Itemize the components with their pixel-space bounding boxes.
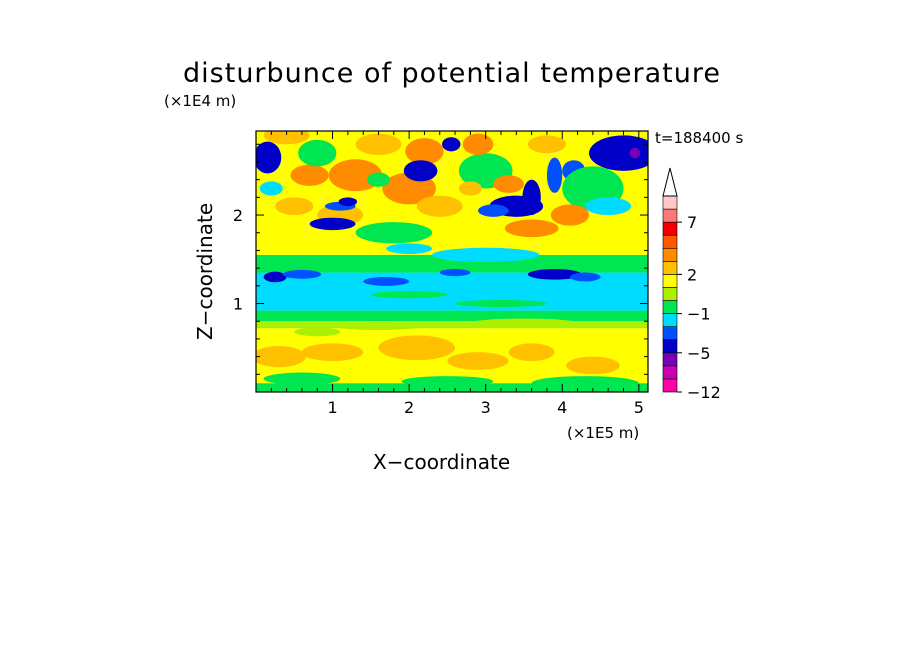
field-cell [493, 175, 524, 193]
field-cell [363, 276, 410, 286]
field-cell [585, 197, 632, 216]
field-cell [332, 321, 425, 331]
field-cell [259, 181, 283, 196]
field-cell [370, 291, 448, 299]
field-cell [403, 160, 438, 182]
x-axis: 1 2 3 4 5 [270, 131, 644, 417]
field-cell [401, 376, 494, 387]
colorbar-extend-arrow [662, 167, 678, 197]
colorbar-swatch [662, 221, 678, 236]
field-cell [256, 345, 306, 368]
colorbar: 7 2 −1 −5 −12 [662, 167, 721, 402]
colorbar-swatch [662, 208, 678, 223]
field-cell [405, 138, 444, 165]
field-cell [522, 179, 541, 216]
field-band [256, 383, 648, 392]
colorbar-swatch [662, 247, 678, 262]
field-cell [355, 133, 402, 155]
field-cell [546, 157, 563, 193]
field-cell [508, 343, 555, 362]
colorbar-swatch [662, 365, 678, 380]
field-cell [294, 327, 341, 337]
colorbar-swatch [662, 326, 678, 341]
field-cell [263, 131, 310, 145]
field-cell [301, 258, 394, 270]
colorbar-swatch [662, 378, 678, 393]
colorbar-swatch [662, 274, 678, 288]
field-cell [378, 335, 456, 361]
field-cell [470, 318, 578, 328]
x-tick-label: 1 [327, 398, 337, 417]
field-cell [338, 197, 358, 207]
field-band [256, 321, 648, 329]
field-cell [566, 356, 620, 375]
plot-frame [255, 130, 649, 393]
field-cell [527, 269, 582, 280]
field-cell [386, 243, 433, 254]
field-cell [462, 133, 494, 155]
field-cell [550, 204, 590, 226]
field-cell [447, 352, 509, 370]
field-cell [527, 135, 567, 154]
colorbar-label: −5 [687, 344, 711, 363]
field-cell [504, 219, 559, 238]
field-cell [355, 222, 433, 244]
x-axis-unit: (×1E5 m) [567, 424, 640, 442]
colorbar-label: 2 [687, 265, 697, 284]
colorbar-swatch [662, 195, 678, 210]
field-cell [629, 147, 641, 159]
y-axis-unit: (×1E4 m) [164, 92, 237, 110]
y-tick-label: 2 [233, 206, 243, 225]
colorbar-swatch [662, 287, 678, 301]
colorbar-swatch [662, 339, 678, 354]
field-cell [298, 139, 337, 167]
field-cell [263, 372, 341, 385]
x-tick-label: 2 [404, 398, 414, 417]
field-cell [569, 272, 601, 282]
field-cell [263, 271, 287, 283]
field-band [256, 310, 648, 322]
colorbar-swatch [662, 300, 678, 314]
colorbar-label: −12 [687, 383, 721, 402]
field-cell [282, 269, 322, 279]
field-cell [478, 204, 509, 217]
field-cell [589, 135, 648, 171]
y-tick-label: 1 [233, 295, 243, 314]
x-tick-label: 5 [634, 398, 644, 417]
colorbar-label: −1 [687, 305, 711, 324]
time-label: t=188400 s [655, 129, 744, 147]
y-axis: 12 [233, 143, 648, 375]
field-cell [531, 376, 639, 391]
field-cell [290, 164, 329, 186]
field-cell [432, 247, 540, 262]
field-cell [256, 141, 282, 174]
x-tick-label: 3 [481, 398, 491, 417]
field-cell [442, 137, 461, 152]
field-cell [367, 172, 390, 187]
field-cell [439, 269, 471, 277]
x-axis-label: X−coordinate [373, 450, 511, 474]
field-cell [301, 343, 364, 362]
temperature-field [256, 131, 648, 392]
colorbar-swatch [662, 261, 678, 275]
chart-title: disturbunce of potential temperature [183, 58, 721, 89]
colorbar-label: 7 [687, 213, 697, 232]
field-cell [309, 217, 356, 231]
field-cell [455, 299, 547, 308]
colorbar-swatch [662, 313, 678, 327]
x-tick-label: 4 [557, 398, 567, 417]
field-cell [416, 195, 463, 217]
field-cell [458, 181, 482, 196]
colorbar-swatch [662, 352, 678, 367]
field-cell [275, 197, 314, 216]
colorbar-swatch [662, 234, 678, 249]
